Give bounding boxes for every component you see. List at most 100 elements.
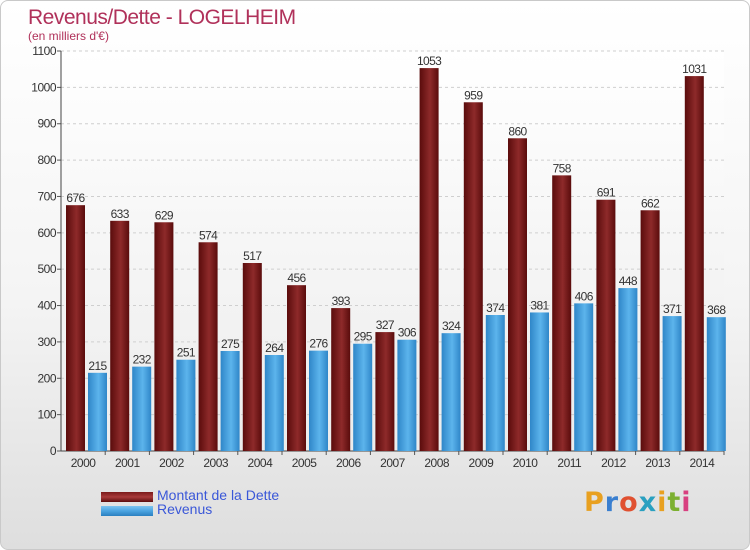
- y-tick-label: 800: [37, 153, 56, 167]
- data-label-debt: 393: [332, 294, 351, 308]
- y-tick-label: 400: [37, 299, 56, 313]
- bar-revenue: [353, 343, 373, 451]
- bar-debt: [552, 175, 572, 451]
- data-label-revenue: 215: [88, 359, 107, 373]
- bar-revenue: [264, 355, 284, 451]
- data-label-debt: 860: [508, 124, 527, 138]
- data-label-revenue: 306: [398, 326, 417, 340]
- y-tick-label: 900: [37, 117, 56, 131]
- y-tick-label: 100: [37, 408, 56, 422]
- bar-revenue: [485, 315, 505, 451]
- y-tick-label: 300: [37, 335, 56, 349]
- bar-revenue: [706, 317, 726, 451]
- x-tick-label: 2009: [469, 456, 495, 470]
- data-label-revenue: 324: [442, 319, 461, 333]
- logo-letter: x: [638, 487, 658, 518]
- legend-swatch-debt: [101, 492, 153, 502]
- x-tick-label: 2006: [336, 456, 362, 470]
- data-label-revenue: 448: [619, 274, 638, 288]
- data-label-debt: 662: [641, 196, 660, 210]
- data-label-debt: 327: [376, 318, 395, 332]
- bar-debt: [640, 210, 660, 451]
- data-label-debt: 574: [199, 228, 218, 242]
- data-label-revenue: 295: [354, 330, 373, 344]
- logo-letter: r: [604, 487, 620, 518]
- bar-debt: [508, 138, 527, 452]
- bar-revenue: [574, 303, 594, 451]
- data-label-debt: 456: [287, 271, 306, 285]
- chart-subtitle: (en milliers d'€): [28, 29, 109, 43]
- x-tick-label: 2011: [557, 456, 582, 470]
- logo-letter: o: [619, 487, 639, 518]
- x-tick-label: 2004: [248, 456, 274, 470]
- bar-revenue: [88, 372, 107, 451]
- bar-debt: [110, 220, 130, 451]
- x-tick-label: 2014: [690, 456, 716, 470]
- x-tick-label: 2002: [159, 456, 185, 470]
- legend-swatch-revenue: [101, 506, 153, 516]
- logo-letter: i: [681, 487, 692, 518]
- bar-debt: [287, 285, 306, 451]
- bar-debt: [419, 68, 439, 451]
- logo-letter: i: [657, 487, 668, 518]
- data-label-debt: 758: [553, 161, 572, 175]
- x-tick-label: 2007: [380, 456, 406, 470]
- bar-debt: [154, 222, 174, 451]
- x-tick-label: 2003: [203, 456, 229, 470]
- y-tick-label: 0: [50, 444, 57, 458]
- y-tick-label: 1000: [31, 80, 57, 94]
- data-label-revenue: 275: [221, 337, 240, 351]
- bar-revenue: [530, 312, 549, 451]
- x-tick-label: 2000: [71, 456, 97, 470]
- y-tick-label: 200: [37, 371, 56, 385]
- bar-revenue: [132, 366, 152, 451]
- data-label-debt: 633: [111, 207, 130, 221]
- y-tick-label: 500: [37, 262, 56, 276]
- bar-revenue: [309, 350, 328, 451]
- bar-debt: [596, 199, 616, 451]
- legend-label-debt: Montant de la Dette: [157, 487, 280, 503]
- data-label-revenue: 371: [663, 302, 682, 316]
- bar-debt: [331, 308, 351, 451]
- data-label-debt: 517: [243, 249, 262, 263]
- data-label-debt: 1031: [682, 62, 707, 76]
- proxiti-logo: Proxiti: [584, 487, 692, 518]
- data-label-debt: 1053: [417, 54, 442, 68]
- chart-title: Revenus/Dette - LOGELHEIM: [28, 6, 296, 29]
- data-label-debt: 629: [155, 208, 174, 222]
- bar-revenue: [220, 351, 240, 451]
- y-tick-label: 600: [37, 226, 56, 240]
- bar-revenue: [618, 288, 638, 451]
- data-label-revenue: 232: [133, 353, 152, 367]
- x-tick-label: 2008: [424, 456, 450, 470]
- data-label-revenue: 381: [530, 298, 549, 312]
- data-label-debt: 676: [66, 191, 85, 205]
- x-tick-label: 2005: [292, 456, 318, 470]
- x-tick-label: 2010: [513, 456, 539, 470]
- data-label-revenue: 251: [177, 346, 196, 360]
- x-tick-label: 2013: [645, 456, 671, 470]
- bar-debt: [198, 242, 218, 451]
- bar-revenue: [441, 333, 461, 451]
- bar-debt: [375, 332, 395, 451]
- logo-letter: t: [667, 487, 682, 518]
- data-label-revenue: 368: [707, 303, 726, 317]
- data-label-revenue: 264: [265, 341, 284, 355]
- data-label-debt: 691: [597, 186, 616, 200]
- bar-revenue: [176, 359, 196, 451]
- bar-debt: [463, 102, 483, 451]
- x-tick-label: 2001: [115, 456, 141, 470]
- x-tick-label: 2012: [601, 456, 627, 470]
- bar-revenue: [397, 339, 417, 451]
- bar-revenue: [662, 316, 682, 451]
- logo-letter: P: [584, 487, 605, 518]
- y-tick-label: 1100: [32, 44, 57, 58]
- bar-debt: [66, 205, 85, 451]
- bar-debt: [684, 76, 704, 451]
- data-label-debt: 959: [464, 88, 483, 102]
- y-tick-label: 700: [37, 189, 56, 203]
- data-label-revenue: 276: [309, 337, 328, 351]
- data-label-revenue: 374: [486, 301, 505, 315]
